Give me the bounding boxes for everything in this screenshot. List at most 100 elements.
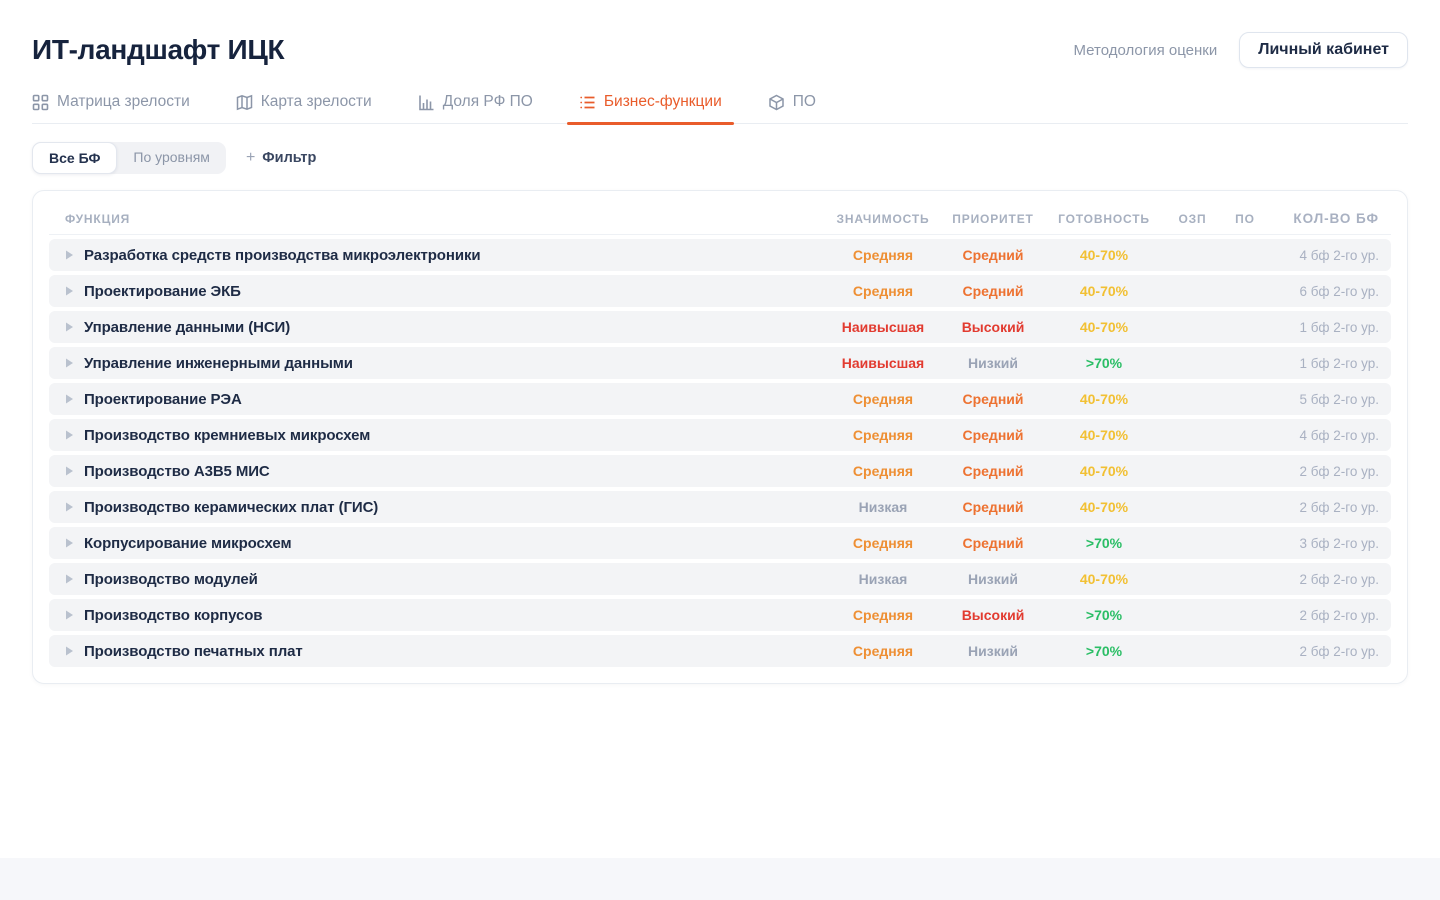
- table-row[interactable]: Производство кремниевых микросхем Средня…: [49, 419, 1391, 451]
- expand-arrow-icon[interactable]: [65, 502, 74, 512]
- function-cell: Производство корпусов: [49, 607, 828, 624]
- priority-value: Низкий: [968, 571, 1018, 587]
- function-cell: Проектирование ЭКБ: [49, 283, 828, 300]
- expand-arrow-icon[interactable]: [65, 250, 74, 260]
- priority-value: Низкий: [968, 355, 1018, 371]
- readiness-value: >70%: [1085, 643, 1123, 659]
- table-row[interactable]: Управление данными (НСИ) Наивысшая Высок…: [49, 311, 1391, 343]
- function-name: Проектирование РЭА: [84, 390, 242, 408]
- significance-value: Наивысшая: [841, 319, 925, 335]
- page: ИТ-ландшафт ИЦК Методология оценки Личны…: [32, 32, 1408, 684]
- package-icon: [768, 94, 785, 111]
- function-cell: Производство керамических плат (ГИС): [49, 499, 828, 516]
- table-row[interactable]: Производство модулей Низкая Низкий 40-70…: [49, 563, 1391, 595]
- bf-count: 3 бф 2-го ур.: [1299, 535, 1379, 551]
- function-cell: Производство кремниевых микросхем: [49, 427, 828, 444]
- table-row[interactable]: Проектирование ЭКБ Средняя Средний 40-70…: [49, 275, 1391, 307]
- business-functions-card: ФУНКЦИЯ ЗНАЧИМОСТЬ ПРИОРИТЕТ ГОТОВНОСТЬ …: [32, 190, 1408, 684]
- readiness-value: 40-70%: [1079, 247, 1129, 263]
- tab-business-functions[interactable]: Бизнес-функции: [566, 93, 734, 125]
- expand-arrow-icon[interactable]: [65, 322, 74, 332]
- function-name: Производство корпусов: [84, 606, 263, 624]
- significance-value: Средняя: [852, 643, 914, 659]
- significance-value: Средняя: [852, 247, 914, 263]
- priority-value: Низкий: [968, 643, 1018, 659]
- table-row[interactable]: Разработка средств производства микроэле…: [49, 239, 1391, 271]
- expand-arrow-icon[interactable]: [65, 430, 74, 440]
- priority-value: Средний: [962, 391, 1024, 407]
- priority-value: Высокий: [961, 607, 1025, 623]
- function-cell: Производство печатных плат: [49, 643, 828, 660]
- tab-label: Бизнес-функции: [603, 93, 722, 110]
- tab-maturity-map[interactable]: Карта зрелости: [236, 93, 372, 123]
- tab-label: ПО: [792, 93, 816, 110]
- tab-rf-software-share[interactable]: Доля РФ ПО: [418, 93, 533, 123]
- add-filter-button[interactable]: + Фильтр: [245, 149, 317, 166]
- significance-value: Средняя: [852, 283, 914, 299]
- bf-count: 6 бф 2-го ур.: [1299, 283, 1379, 299]
- bf-count: 2 бф 2-го ур.: [1299, 499, 1379, 515]
- function-name: Производство кремниевых микросхем: [84, 426, 371, 444]
- significance-value: Средняя: [852, 607, 914, 623]
- segment-by-levels[interactable]: По уровням: [133, 149, 210, 165]
- bf-count: 2 бф 2-го ур.: [1299, 607, 1379, 623]
- expand-arrow-icon[interactable]: [65, 286, 74, 296]
- expand-arrow-icon[interactable]: [65, 574, 74, 584]
- readiness-value: 40-70%: [1079, 391, 1129, 407]
- column-header-ozp: ОЗП: [1178, 211, 1207, 226]
- function-name: Производство печатных плат: [84, 642, 303, 660]
- priority-value: Средний: [962, 463, 1024, 479]
- priority-value: Средний: [962, 535, 1024, 551]
- column-header-po: ПО: [1235, 211, 1255, 226]
- function-name: Управление инженерными данными: [84, 354, 353, 372]
- priority-value: Высокий: [961, 319, 1025, 335]
- tab-maturity-matrix[interactable]: Матрица зрелости: [32, 93, 190, 123]
- column-header-significance: ЗНАЧИМОСТЬ: [836, 211, 930, 226]
- plus-icon: +: [245, 149, 256, 166]
- table-row[interactable]: Производство печатных плат Средняя Низки…: [49, 635, 1391, 667]
- priority-value: Средний: [962, 283, 1024, 299]
- account-button[interactable]: Личный кабинет: [1239, 32, 1408, 68]
- table-row[interactable]: Производство корпусов Средняя Высокий >7…: [49, 599, 1391, 631]
- expand-arrow-icon[interactable]: [65, 394, 74, 404]
- readiness-value: 40-70%: [1079, 463, 1129, 479]
- bf-count: 1 бф 2-го ур.: [1299, 319, 1379, 335]
- table-row[interactable]: Проектирование РЭА Средняя Средний 40-70…: [49, 383, 1391, 415]
- significance-value: Средняя: [852, 391, 914, 407]
- bf-count: 2 бф 2-го ур.: [1299, 643, 1379, 659]
- bf-view-segmented-control: Все БФ По уровням: [32, 142, 226, 174]
- column-header-bf-count: КОЛ-ВО БФ: [1293, 211, 1379, 226]
- readiness-value: 40-70%: [1079, 571, 1129, 587]
- function-name: Управление данными (НСИ): [84, 318, 291, 336]
- tab-software[interactable]: ПО: [768, 93, 816, 123]
- priority-value: Средний: [962, 247, 1024, 263]
- bf-count: 4 бф 2-го ур.: [1299, 427, 1379, 443]
- table-row[interactable]: Производство A3B5 МИС Средняя Средний 40…: [49, 455, 1391, 487]
- function-cell: Производство модулей: [49, 571, 828, 588]
- expand-arrow-icon[interactable]: [65, 466, 74, 476]
- function-cell: Разработка средств производства микроэле…: [49, 247, 828, 264]
- expand-arrow-icon[interactable]: [65, 610, 74, 620]
- significance-value: Средняя: [852, 463, 914, 479]
- readiness-value: 40-70%: [1079, 319, 1129, 335]
- expand-arrow-icon[interactable]: [65, 646, 74, 656]
- segment-all-bf[interactable]: Все БФ: [32, 142, 118, 174]
- readiness-value: >70%: [1085, 607, 1123, 623]
- function-cell: Производство A3B5 МИС: [49, 463, 828, 480]
- function-name: Производство керамических плат (ГИС): [84, 498, 379, 516]
- filters-row: Все БФ По уровням + Фильтр: [32, 142, 1408, 174]
- table-row[interactable]: Производство керамических плат (ГИС) Низ…: [49, 491, 1391, 523]
- grid-icon: [32, 94, 49, 111]
- bf-count: 2 бф 2-го ур.: [1299, 571, 1379, 587]
- function-name: Корпусирование микросхем: [84, 534, 292, 552]
- methodology-link[interactable]: Методология оценки: [1073, 41, 1218, 59]
- function-cell: Проектирование РЭА: [49, 391, 828, 408]
- bar-chart-icon: [418, 94, 435, 111]
- table-row[interactable]: Управление инженерными данными Наивысшая…: [49, 347, 1391, 379]
- table-row[interactable]: Корпусирование микросхем Средняя Средний…: [49, 527, 1391, 559]
- function-name: Производство модулей: [84, 570, 258, 588]
- expand-arrow-icon[interactable]: [65, 538, 74, 548]
- tab-label: Карта зрелости: [260, 93, 372, 110]
- function-cell: Управление инженерными данными: [49, 355, 828, 372]
- expand-arrow-icon[interactable]: [65, 358, 74, 368]
